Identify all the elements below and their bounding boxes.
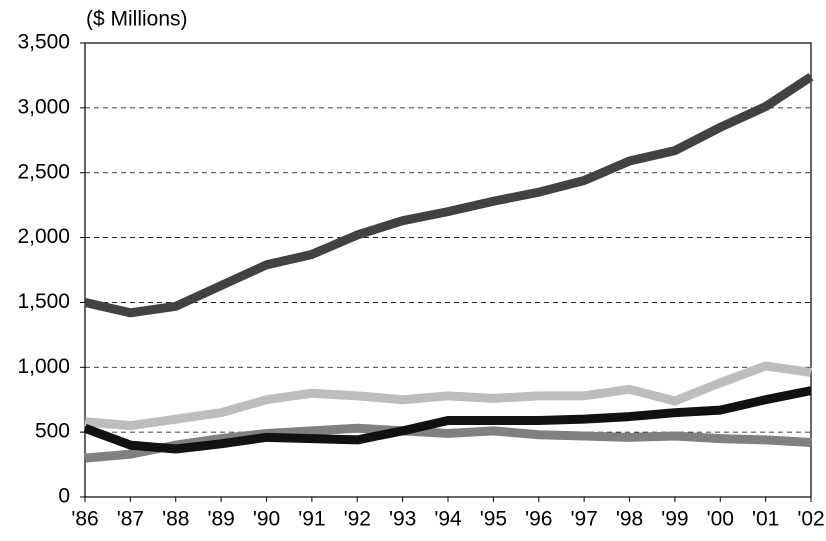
plot-frame	[84, 42, 812, 498]
x-tick-label: '94	[434, 508, 462, 531]
y-tick-label: 1,500	[17, 290, 70, 313]
y-axis-label: ($ Millions)	[86, 8, 188, 31]
x-tick-label: '91	[298, 508, 325, 531]
x-tick-label: '86	[71, 508, 98, 531]
x-tick-label: '97	[570, 508, 597, 531]
x-tick-label: '93	[389, 508, 416, 531]
x-tick-label: '01	[752, 508, 779, 531]
y-tick-label: 500	[35, 420, 70, 443]
y-tick-label: 1,000	[17, 355, 70, 378]
series-line	[84, 361, 812, 431]
series-line	[83, 72, 814, 318]
x-tick-label: '88	[162, 508, 189, 531]
x-tick-label: '89	[207, 508, 234, 531]
x-tick-label: '90	[253, 508, 280, 531]
x-tick-label: '99	[661, 508, 688, 531]
y-tick-label: 3,500	[17, 31, 70, 54]
x-tick-label: '02	[797, 508, 824, 531]
y-tick-label: 3,000	[17, 95, 70, 118]
x-tick-label: '92	[344, 508, 371, 531]
x-tick-label: '98	[616, 508, 643, 531]
series-line	[84, 423, 812, 463]
x-tick-label: '96	[525, 508, 552, 531]
x-tick-label: '00	[707, 508, 734, 531]
y-tick-label: 0	[58, 485, 70, 508]
x-tick-label: '87	[117, 508, 144, 531]
series-line	[83, 386, 812, 454]
y-tick-label: 2,000	[17, 225, 70, 248]
x-tick-label: '95	[480, 508, 507, 531]
y-tick-label: 2,500	[17, 160, 70, 183]
